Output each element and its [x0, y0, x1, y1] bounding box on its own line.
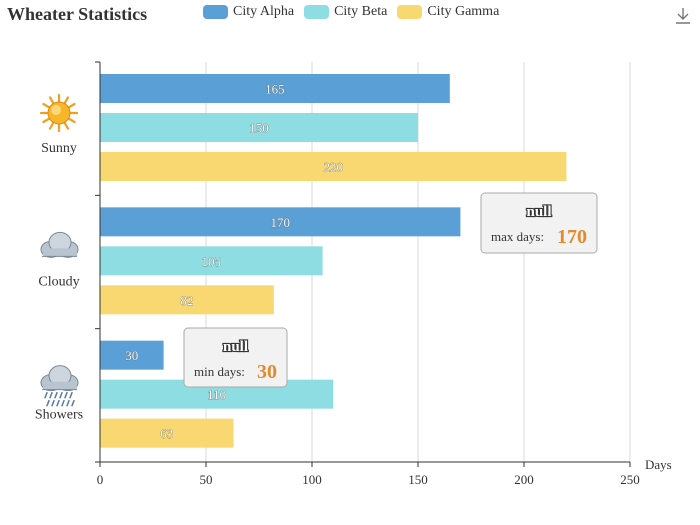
x-tick-label: 100 — [302, 472, 322, 487]
bar-city-alpha-sunny[interactable] — [100, 74, 450, 103]
x-tick-label: 150 — [408, 472, 428, 487]
data-label: 220 — [323, 160, 343, 175]
legend-swatch-city-alpha — [203, 5, 228, 19]
marker-callout-max: null max days: 170 — [480, 192, 598, 254]
legend-item-city-beta[interactable]: City Beta — [304, 4, 387, 20]
category-label-cloudy: Cloudy — [38, 274, 79, 289]
data-label: 170 — [270, 215, 290, 230]
data-label: 165 — [265, 82, 285, 97]
x-tick-label: 200 — [514, 472, 534, 487]
download-icon[interactable] — [675, 7, 691, 25]
chart-title: Wheater Statistics — [7, 4, 148, 24]
legend-swatch-city-gamma — [397, 5, 423, 19]
x-tick-label: 50 — [200, 472, 213, 487]
sun-icon — [39, 93, 79, 133]
marker-title: null — [223, 339, 248, 355]
bar-city-alpha-showers[interactable] — [100, 340, 164, 370]
data-label: 105 — [202, 254, 222, 269]
legend: City Alpha City Beta City Gamma — [203, 4, 509, 20]
x-axis-label: Days — [645, 457, 672, 472]
legend-item-city-alpha[interactable]: City Alpha — [203, 4, 294, 20]
bar-city-gamma-cloudy[interactable] — [100, 285, 274, 315]
marker-value: 170 — [557, 226, 587, 248]
bar-city-beta-cloudy[interactable] — [100, 246, 323, 276]
category-label-sunny: Sunny — [41, 141, 77, 156]
marker-label: max days: — [491, 229, 544, 244]
x-tick-label: 250 — [620, 472, 640, 487]
marker-box — [183, 327, 288, 388]
data-label: 150 — [249, 121, 269, 136]
bar-city-alpha-cloudy[interactable] — [100, 207, 461, 237]
data-label: 82 — [180, 293, 193, 308]
bar-city-gamma-sunny[interactable] — [100, 152, 567, 181]
legend-label-city-gamma: City Gamma — [427, 4, 500, 19]
data-label: 110 — [207, 387, 226, 402]
marker-callout-min: null min days: 30 — [183, 327, 288, 388]
bar-city-gamma-showers[interactable] — [100, 418, 234, 448]
data-label: 30 — [125, 348, 138, 363]
data-label: 63 — [160, 426, 173, 441]
marker-label: min days: — [194, 364, 245, 379]
bar-city-beta-sunny[interactable] — [100, 113, 418, 142]
legend-item-city-gamma[interactable]: City Gamma — [397, 4, 499, 20]
category-label-showers: Showers — [35, 408, 83, 423]
marker-box — [480, 192, 598, 254]
marker-value: 30 — [257, 361, 277, 383]
cloud-icon — [40, 231, 79, 258]
marker-title: null — [526, 204, 551, 220]
x-tick-label: 0 — [97, 472, 104, 487]
legend-label-city-beta: City Beta — [334, 4, 388, 19]
legend-label-city-alpha: City Alpha — [233, 4, 295, 19]
showers-icon — [40, 365, 79, 407]
legend-swatch-city-beta — [304, 5, 330, 19]
